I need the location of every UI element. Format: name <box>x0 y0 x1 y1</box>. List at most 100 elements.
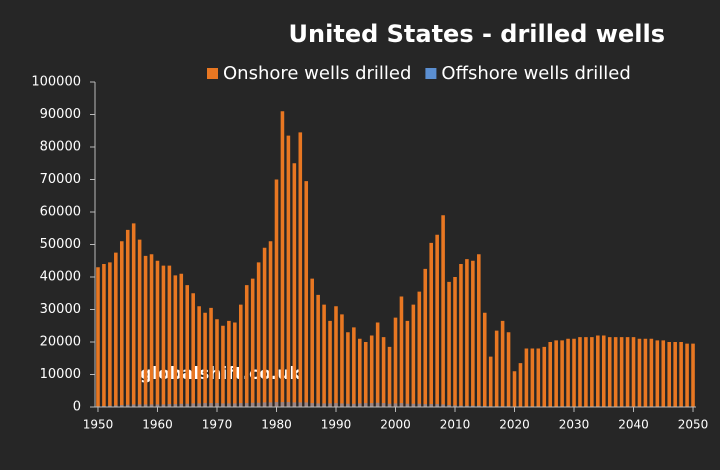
onshore-bar <box>494 330 499 407</box>
onshore-bar <box>488 356 493 407</box>
onshore-bar <box>387 346 392 407</box>
offshore-bar <box>328 403 332 407</box>
offshore-bar <box>471 405 475 407</box>
offshore-bar <box>417 403 422 407</box>
offshore-bar <box>274 402 279 407</box>
offshore-bar <box>268 402 273 407</box>
offshore-bar <box>441 404 445 407</box>
onshore-bar <box>548 342 552 407</box>
onshore-bar <box>411 304 416 407</box>
onshore-bar <box>369 335 374 407</box>
offshore-bar <box>399 403 404 407</box>
onshore-bar <box>601 335 606 407</box>
onshore-bar <box>358 338 362 407</box>
offshore-bar <box>292 402 297 407</box>
offshore-bar <box>179 403 184 407</box>
onshore-bar <box>661 340 666 407</box>
onshore-bar <box>102 264 106 407</box>
onshore-bar <box>667 342 672 407</box>
offshore-bar <box>375 402 380 407</box>
x-tick-label: 2030 <box>559 418 590 432</box>
onshore-bar <box>215 319 219 407</box>
onshore-bar <box>441 215 445 407</box>
onshore-bar <box>334 306 338 407</box>
onshore-bar <box>191 293 195 407</box>
legend-swatch <box>425 68 437 79</box>
onshore-bar <box>459 264 463 407</box>
offshore-bar <box>244 403 249 407</box>
onshore-bar <box>233 322 237 407</box>
offshore-bar <box>411 403 416 407</box>
onshore-bar <box>250 278 255 407</box>
onshore-bar <box>393 317 398 407</box>
offshore-bar <box>197 403 201 407</box>
onshore-bar <box>453 277 457 407</box>
onshore-bar <box>96 267 100 407</box>
onshore-bar <box>375 322 380 407</box>
onshore-bar <box>310 278 314 407</box>
onshore-bar <box>274 179 279 407</box>
onshore-bar <box>542 346 547 407</box>
onshore-bar <box>268 241 273 407</box>
onshore-bar <box>655 340 660 407</box>
onshore-bar <box>244 285 249 407</box>
onshore-bar <box>328 320 332 407</box>
offshore-bar <box>322 403 326 407</box>
onshore-bar <box>691 343 695 407</box>
x-tick-label: 2010 <box>440 418 471 432</box>
onshore-bar <box>536 348 541 407</box>
offshore-bar <box>429 404 433 407</box>
onshore-bar <box>465 259 469 407</box>
onshore-bar <box>149 254 154 407</box>
chart-title: United States - drilled wells <box>289 20 665 48</box>
onshore-bar <box>399 296 404 407</box>
x-tick-label: 1980 <box>261 418 292 432</box>
onshore-bar <box>125 229 130 407</box>
offshore-bar <box>358 403 362 407</box>
onshore-bar <box>203 312 207 407</box>
onshore-bar <box>316 294 320 407</box>
onshore-bar <box>298 132 303 407</box>
onshore-bar <box>685 343 689 407</box>
onshore-bar <box>631 337 636 407</box>
onshore-bar <box>417 291 422 407</box>
onshore-bar <box>108 262 112 407</box>
offshore-bar <box>477 405 481 407</box>
onshore-bar <box>429 242 433 407</box>
offshore-bar <box>239 403 243 407</box>
onshore-bar <box>185 285 190 407</box>
x-tick-label: 2020 <box>499 418 530 432</box>
offshore-bar <box>352 403 356 407</box>
offshore-bar <box>393 403 398 407</box>
offshore-bar <box>125 404 130 407</box>
onshore-bar <box>280 111 285 407</box>
onshore-bar <box>578 337 582 407</box>
onshore-bar <box>530 348 535 407</box>
offshore-bar <box>387 403 392 407</box>
offshore-bar <box>155 404 160 407</box>
onshore-bar <box>256 262 261 407</box>
y-tick-label: 20000 <box>40 335 81 350</box>
offshore-bar <box>185 403 190 407</box>
onshore-bar <box>221 325 225 407</box>
onshore-bar <box>613 337 618 407</box>
y-tick-label: 10000 <box>40 367 81 382</box>
onshore-bar <box>161 265 166 407</box>
offshore-bar <box>447 405 451 407</box>
offshore-bar <box>423 404 428 407</box>
offshore-bar <box>459 405 463 407</box>
offshore-bar <box>363 403 368 407</box>
x-tick-label: 1950 <box>83 418 114 432</box>
offshore-bar <box>215 403 219 407</box>
onshore-bar <box>167 265 172 407</box>
onshore-bar <box>607 337 612 407</box>
onshore-bar <box>518 363 523 407</box>
offshore-bar <box>435 404 439 407</box>
onshore-bar <box>197 306 201 407</box>
onshore-bar <box>292 163 297 407</box>
onshore-bar <box>209 307 213 407</box>
onshore-bar <box>346 332 350 407</box>
y-tick-label: 0 <box>73 400 81 415</box>
